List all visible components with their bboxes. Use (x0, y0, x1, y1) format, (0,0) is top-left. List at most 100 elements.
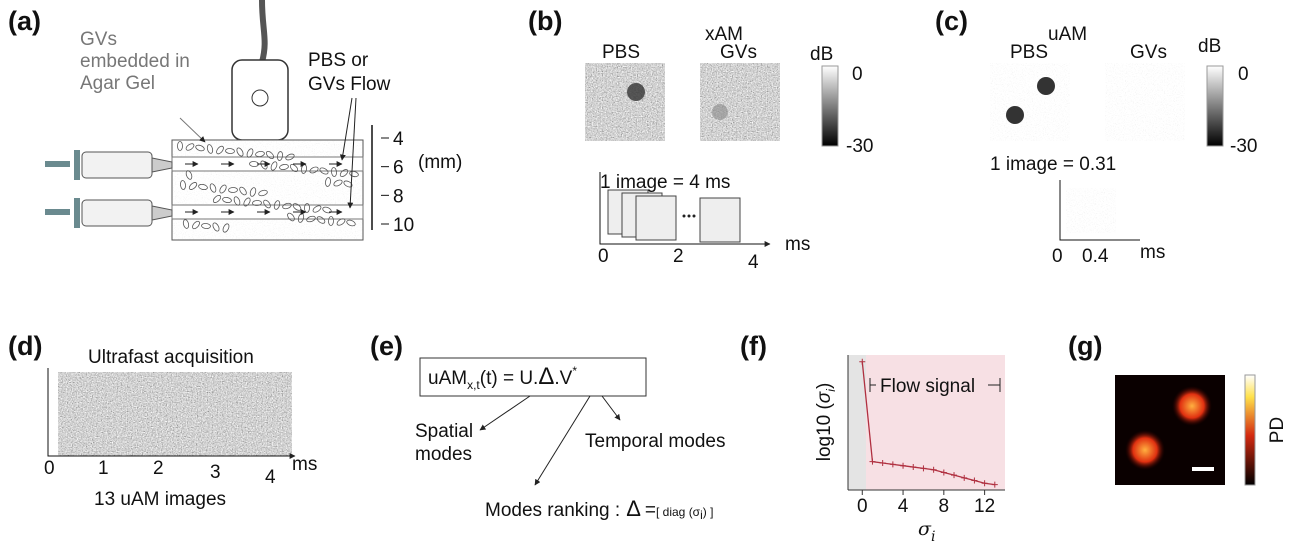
syringe (45, 150, 172, 228)
tick: 2 (153, 458, 164, 479)
symbol: σ (918, 518, 932, 540)
eq-part: = (645, 500, 656, 521)
colorbar (1245, 375, 1255, 485)
colorbar-label: PD (1267, 417, 1288, 443)
inclusion (627, 83, 645, 101)
probe-cable (262, 0, 265, 62)
pd-spot (1172, 386, 1212, 426)
frame (700, 198, 740, 242)
eq-sup: * (572, 364, 577, 378)
panel-label: (d) (8, 331, 42, 361)
eq-part: [ diag (σ (656, 505, 701, 519)
colorbar-unit: dB (810, 44, 833, 65)
annotation: embedded in (80, 51, 190, 72)
panel-label: (e) (370, 331, 403, 361)
colorbar (1207, 66, 1223, 146)
gel-block (172, 140, 363, 240)
image-title: GVs (1130, 42, 1167, 63)
us-image (1066, 188, 1116, 233)
tick: 0 (598, 246, 609, 267)
us-image (1105, 63, 1185, 141)
dot (688, 215, 691, 218)
label: Temporal modes (585, 431, 725, 452)
pointer (180, 118, 205, 142)
unit: ms (292, 454, 317, 475)
frame-stack (608, 190, 740, 242)
inclusion (1037, 77, 1055, 95)
frame (636, 196, 676, 240)
figure: (a) GVs embedded in Agar Gel PBS or GVs … (0, 0, 1291, 546)
annotation: Flow signal (880, 376, 975, 397)
depth-label: 4 (393, 129, 404, 150)
tick: 2 (673, 246, 684, 267)
x-tick-label: 8 (939, 496, 950, 517)
nozzle (152, 158, 172, 172)
note: 1 image = 0.31 (990, 154, 1116, 175)
colorbar-unit: dB (1198, 36, 1221, 57)
annotation: PBS or (308, 50, 369, 71)
y-label-part: log10 ( (814, 403, 835, 462)
colorbar-tick: 0 (852, 64, 863, 85)
mode-title: uAM (1048, 24, 1087, 45)
us-image (585, 63, 665, 141)
colorbar (822, 66, 838, 146)
colorbar-tick: -30 (1230, 136, 1257, 157)
pointer (535, 396, 590, 485)
unit: ms (785, 234, 810, 255)
probe (232, 60, 288, 140)
panel-label: (f) (740, 331, 767, 361)
pd-spot (1125, 430, 1165, 470)
unit: ms (1140, 242, 1165, 263)
equation: uAMx,t(t) = U.Δ.V* (428, 363, 577, 392)
label: Spatial (415, 421, 473, 442)
y-axis-label: log10 (σi) (814, 383, 838, 462)
depth-label: 6 (393, 158, 404, 179)
image-title: GVs (720, 42, 757, 63)
x-tick-label: 0 (857, 496, 868, 517)
depth-label: 10 (393, 215, 414, 236)
ranking: Modes ranking :Δ=[ diag (σi) ] (485, 496, 713, 522)
colorbar-tick: -30 (846, 136, 873, 157)
subscript: i (931, 529, 935, 545)
inclusion (1006, 106, 1024, 124)
page: Figure { "panel_a": {"label": "(a)", "ge… (0, 0, 1291, 546)
image-stack (58, 372, 292, 456)
barrel (82, 200, 152, 226)
eq-part: ) ] (703, 505, 714, 519)
eq-part: Δ (538, 363, 554, 390)
plunger-head (74, 150, 80, 180)
x-axis-label: σi (918, 518, 935, 545)
eq-part: (t) = U. (480, 368, 539, 389)
body: (a) GVs embedded in Agar Gel PBS or GVs … (0, 0, 1291, 546)
title: Ultrafast acquisition (88, 347, 254, 368)
x-tick-label: 12 (974, 496, 995, 517)
dot (683, 215, 686, 218)
us-image (700, 63, 780, 141)
scale-bar (1192, 467, 1214, 471)
tick: 1 (98, 458, 109, 479)
eq-part: uAM (428, 368, 467, 389)
annotation: GVs (80, 29, 117, 50)
plunger-head (74, 198, 80, 228)
inclusion (712, 104, 728, 120)
tick: 0.4 (1082, 246, 1109, 267)
annotation: GVs Flow (308, 74, 391, 95)
image-title: PBS (1010, 42, 1048, 63)
plunger (45, 161, 70, 167)
unit: (mm) (418, 152, 462, 173)
pointer (602, 396, 620, 420)
panel-label: (a) (8, 6, 41, 36)
eq-part: .V (554, 368, 572, 389)
depth-label: 8 (393, 186, 404, 207)
eq-sub: x,t (467, 378, 480, 392)
label: modes (415, 444, 472, 465)
plunger (45, 209, 70, 215)
depth-scale: 4 6 8 10 (381, 129, 414, 236)
panel-label: (g) (1068, 331, 1102, 361)
tick: 0 (44, 458, 55, 479)
tick: 3 (210, 462, 221, 483)
barrel (82, 152, 152, 178)
tick: 0 (1052, 246, 1063, 267)
eq-part: Δ (626, 496, 641, 521)
